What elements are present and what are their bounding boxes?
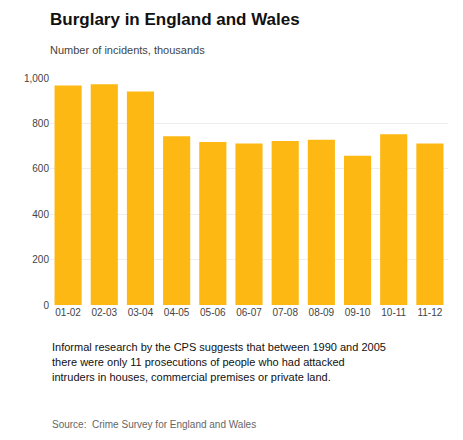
svg-text:Burglary in England and Wales: Burglary in England and Wales	[50, 10, 300, 29]
svg-text:04-05: 04-05	[164, 307, 190, 318]
svg-text:02-03: 02-03	[91, 307, 117, 318]
svg-text:Informal research by the CPS s: Informal research by the CPS suggests th…	[52, 341, 386, 353]
svg-text:intruders in houses, commercia: intruders in houses, commercial premises…	[52, 371, 331, 383]
svg-text:01-02: 01-02	[55, 307, 81, 318]
svg-text:1,000: 1,000	[24, 73, 49, 84]
svg-text:10-11: 10-11	[381, 307, 406, 318]
svg-text:06-07: 06-07	[236, 307, 262, 318]
svg-text:07-08: 07-08	[272, 307, 298, 318]
svg-text:Number of incidents, thousands: Number of incidents, thousands	[50, 44, 205, 56]
svg-text:400: 400	[32, 209, 49, 220]
svg-text:there were only 11 prosecution: there were only 11 prosecutions of peopl…	[52, 356, 345, 368]
svg-text:200: 200	[32, 254, 49, 265]
svg-text:08-09: 08-09	[309, 307, 335, 318]
svg-text:0: 0	[43, 300, 49, 311]
svg-text:09-10: 09-10	[345, 307, 371, 318]
svg-text:800: 800	[32, 118, 49, 129]
svg-text:11-12: 11-12	[417, 307, 442, 318]
svg-text:600: 600	[32, 163, 49, 174]
svg-text:Source: Crime Survey for Engl: Source: Crime Survey for England and Wal…	[52, 419, 256, 430]
svg-text:05-06: 05-06	[200, 307, 226, 318]
svg-text:03-04: 03-04	[128, 307, 154, 318]
